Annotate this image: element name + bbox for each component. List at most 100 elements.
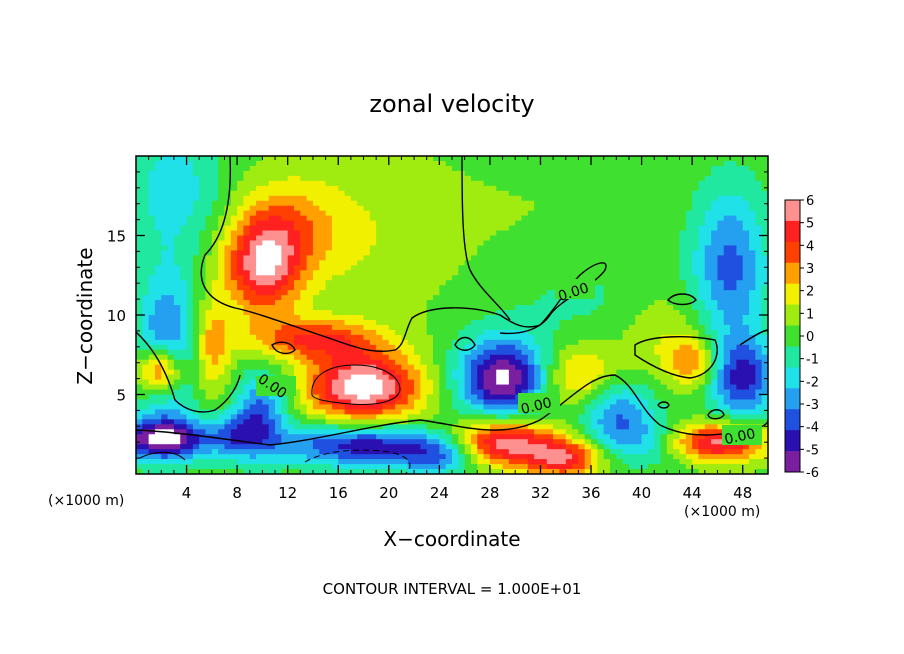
heatmap-cell [382,404,390,411]
heatmap-cell [433,200,440,207]
heatmap-cell [167,290,175,296]
heatmap-cell [534,315,542,321]
heatmap-cell [420,165,428,172]
heatmap-cell [496,464,504,470]
heatmap-cell [591,459,598,465]
heatmap-cell [186,280,194,286]
heatmap-cell [186,285,194,291]
heatmap-cell [496,245,504,252]
heatmap-cell [401,185,409,192]
heatmap-cell [559,394,567,401]
heatmap-cell [319,339,327,346]
heatmap-cell [540,359,548,366]
heatmap-cell [237,459,245,465]
heatmap-cell [205,210,213,217]
heatmap-cell [603,250,611,256]
heatmap-cell [578,374,586,381]
heatmap-cell [515,444,523,450]
heatmap-cell [230,459,238,465]
heatmap-cell [281,255,289,261]
heatmap-cell [338,414,346,420]
heatmap-cell [458,384,466,391]
heatmap-cell [578,409,586,415]
heatmap-cell [369,324,377,331]
heatmap-cell [521,334,529,341]
heatmap-cell [173,469,181,474]
heatmap-cell [603,324,611,331]
heatmap-cell [281,364,289,371]
heatmap-cell [401,404,409,411]
heatmap-cell [312,359,320,366]
heatmap-cell [218,215,226,222]
heatmap-cell [445,469,453,474]
heatmap-cell [249,156,257,162]
heatmap-cell [186,315,194,321]
heatmap-cell [597,459,605,465]
heatmap-cell [161,334,169,341]
heatmap-cell [395,424,403,430]
heatmap-cell [603,205,611,212]
heatmap-cell [161,185,169,192]
heatmap-cell [243,369,251,376]
heatmap-cell [458,414,466,420]
heatmap-cell [610,419,617,425]
heatmap-cell [199,245,207,252]
heatmap-cell [268,324,276,331]
heatmap-cell [148,250,156,256]
heatmap-cell [300,349,308,356]
heatmap-cell [496,170,504,177]
heatmap-cell [142,315,150,321]
heatmap-cell [534,270,542,276]
heatmap-cell [294,160,301,167]
heatmap-cell [578,444,586,450]
heatmap-cell [496,449,504,455]
heatmap-cell [275,170,282,177]
heatmap-cell [603,165,611,172]
heatmap-cell [420,290,428,296]
heatmap-cell [420,339,428,346]
heatmap-cell [275,220,282,227]
heatmap-cell [388,374,396,381]
heatmap-cell [262,310,270,316]
heatmap-cell [186,265,194,271]
heatmap-cell [414,384,421,391]
heatmap-cell [256,444,263,450]
heatmap-cell [489,235,497,242]
heatmap-cell [382,165,390,172]
heatmap-cell [572,245,579,252]
heatmap-cell [205,414,213,420]
heatmap-cell [458,270,466,276]
heatmap-cell [414,160,421,167]
heatmap-cell [287,324,295,331]
heatmap-cell [369,464,377,470]
heatmap-cell [433,205,440,212]
heatmap-cell [136,364,143,371]
heatmap-cell [312,419,320,425]
heatmap-cell [610,190,617,197]
heatmap-cell [546,240,554,247]
heatmap-cell [584,469,592,474]
heatmap-cell [439,230,447,237]
heatmap-cell [136,290,143,296]
heatmap-cell [401,215,409,222]
heatmap-cell [287,424,295,430]
heatmap-cell [458,300,466,306]
heatmap-cell [527,449,535,455]
heatmap-cell [154,165,162,172]
heatmap-cell [243,324,251,331]
heatmap-cell [363,285,371,291]
heatmap-cell [572,459,579,465]
heatmap-cell [452,245,459,252]
heatmap-cell [325,310,333,316]
heatmap-cell [470,464,478,470]
heatmap-cell [249,329,257,336]
heatmap-cell [186,364,194,371]
heatmap-cell [319,275,327,281]
heatmap-cell [445,156,453,162]
heatmap-cell [249,275,257,281]
heatmap-cell [622,185,630,192]
heatmap-cell [407,280,415,286]
heatmap-cell [477,449,485,455]
heatmap-cell [357,399,365,406]
heatmap-cell [452,200,459,207]
